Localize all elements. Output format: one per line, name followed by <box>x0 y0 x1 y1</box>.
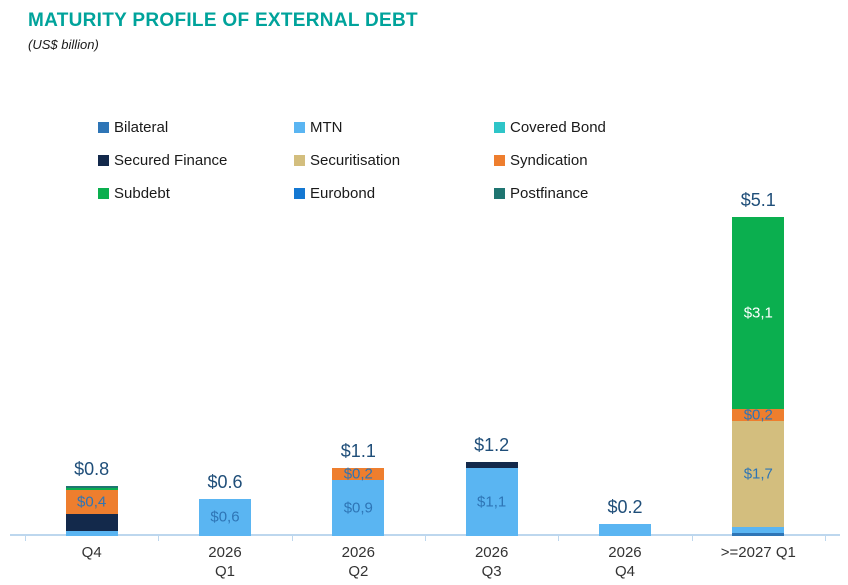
bar-segment-mtn <box>732 526 785 533</box>
legend-swatch-icon <box>494 188 505 199</box>
legend-item-covered-bond: Covered Bond <box>494 118 674 137</box>
legend-label: Eurobond <box>310 185 376 202</box>
segment-value-label: $0,2 <box>343 465 373 483</box>
legend-label: Subdebt <box>114 185 170 202</box>
legend-swatch-icon <box>494 155 505 166</box>
bar-total-label: $0.8 <box>74 459 110 480</box>
segment-value-label: $1,7 <box>743 465 773 483</box>
stacked-bar: $0,9 $0,2 <box>332 465 385 536</box>
x-axis-tick <box>158 536 160 541</box>
x-axis-line <box>10 534 840 536</box>
bar-slot-2026-q1: $0,6 $0.6 2026 Q1 <box>158 0 291 585</box>
x-axis-tick <box>691 536 693 541</box>
x-axis-tick <box>25 536 26 541</box>
bar-slot--2027-q1: $1,7 $0,2 $3,1 $5.1 >=2027 Q1 <box>692 0 825 585</box>
legend-item-mtn: MTN <box>294 118 494 137</box>
legend-swatch-icon <box>98 122 109 133</box>
segment-value-label: $0,2 <box>743 406 773 424</box>
legend-swatch-icon <box>294 155 305 166</box>
legend-item-syndication: Syndication <box>494 151 674 170</box>
stacked-bar: $0,4 <box>65 486 118 536</box>
legend: Bilateral MTN Covered Bond Secured Finance S… <box>98 118 674 203</box>
x-axis-category-label: 2026 Q3 <box>474 544 509 580</box>
bar-segment-mtn <box>598 523 651 536</box>
x-axis-tick <box>558 536 560 541</box>
bar-total-label: $1.2 <box>474 434 510 455</box>
segment-value-label: $0,6 <box>210 508 240 526</box>
stacked-bar: $1,1 <box>465 461 518 536</box>
x-axis-category-label: Q4 <box>81 544 102 561</box>
bar-segment-syndication: $0,2 <box>332 465 385 483</box>
x-axis-tick <box>291 536 293 541</box>
x-axis-category-label: >=2027 Q1 <box>720 544 796 561</box>
legend-item-securitisation: Securitisation <box>294 151 494 170</box>
bar-segment-subdebt <box>65 488 118 490</box>
legend-swatch-icon <box>494 122 505 133</box>
legend-swatch-icon <box>98 188 109 199</box>
bar-segment-securitisation: $1,7 <box>732 421 785 527</box>
legend-label: Bilateral <box>114 119 169 136</box>
bar-segment-mtn: $0,6 <box>198 498 251 536</box>
legend-label: Syndication <box>510 152 588 169</box>
x-axis-tick <box>424 536 426 541</box>
legend-item-eurobond: Eurobond <box>294 184 494 203</box>
segment-value-label: $0,4 <box>77 493 107 511</box>
x-axis-category-label: 2026 Q1 <box>208 544 242 580</box>
bar-total-label: $1.1 <box>340 440 376 461</box>
x-axis-category-label: 2026 Q2 <box>341 544 375 580</box>
legend-label: Postfinance <box>510 185 589 202</box>
bar-segment-syndication: $0,2 <box>732 406 785 424</box>
x-axis-category-label: 2026 Q4 <box>608 544 642 580</box>
stacked-bar <box>598 523 651 536</box>
bar-segment-bilateral <box>732 532 785 536</box>
bar-slot-2026-q2: $0,9 $0,2 $1.1 2026 Q2 <box>292 0 425 585</box>
legend-item-subdebt: Subdebt <box>98 184 294 203</box>
legend-label: MTN <box>310 119 343 136</box>
bar-slot-2026-q3: $1,1 $1.2 2026 Q3 <box>425 0 558 585</box>
bar-segment-syndication: $0,4 <box>65 489 118 515</box>
bar-total-label: $0.2 <box>607 496 643 517</box>
segment-value-label: $1,1 <box>477 493 507 511</box>
bar-slot-q4: $0,4 $0.8 Q4 <box>25 0 158 585</box>
bar-total-label: $5.1 <box>740 189 776 210</box>
legend-swatch-icon <box>294 188 305 199</box>
bar-segment-secured-finance <box>465 461 518 468</box>
bar-segment-mtn: $0,9 <box>332 480 385 536</box>
bar-segment-mtn <box>65 531 118 536</box>
legend-swatch-icon <box>98 155 109 166</box>
stacked-bar: $1,7 $0,2 $3,1 <box>732 216 785 536</box>
chart-title: MATURITY PROFILE OF EXTERNAL DEBT <box>28 10 418 31</box>
x-axis-tick <box>824 536 826 541</box>
legend-swatch-icon <box>294 122 305 133</box>
segment-value-label: $3,1 <box>743 304 773 322</box>
bar-segment-mtn: $1,1 <box>465 467 518 536</box>
legend-item-bilateral: Bilateral <box>98 118 294 137</box>
bar-segment-postfinance <box>65 486 118 489</box>
stacked-bar: $0,6 <box>198 498 251 536</box>
legend-label: Secured Finance <box>114 152 228 169</box>
bar-slot-2026-q4: $0.2 2026 Q4 <box>558 0 691 585</box>
segment-value-label: $0,9 <box>343 499 373 517</box>
legend-label: Securitisation <box>310 152 401 169</box>
legend-item-postfinance: Postfinance <box>494 184 674 203</box>
bar-segment-subdebt: $3,1 <box>732 216 785 409</box>
bar-total-label: $0.6 <box>207 471 243 492</box>
legend-label: Covered Bond <box>510 119 606 136</box>
legend-item-secured-finance: Secured Finance <box>98 151 294 170</box>
chart-subtitle: (US$ billion) <box>28 37 99 52</box>
bar-segment-secured-finance <box>65 514 118 532</box>
